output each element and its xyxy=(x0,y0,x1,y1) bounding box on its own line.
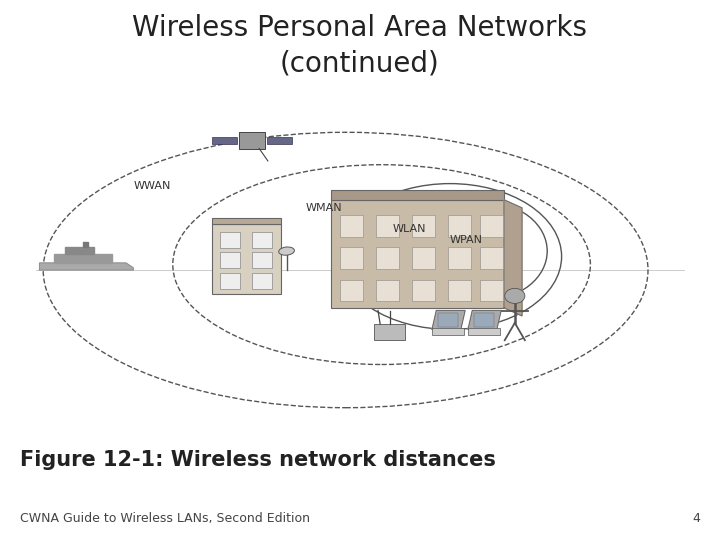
FancyBboxPatch shape xyxy=(252,273,272,289)
Polygon shape xyxy=(83,242,88,247)
FancyBboxPatch shape xyxy=(220,273,240,289)
FancyBboxPatch shape xyxy=(448,215,471,237)
Text: CWNA Guide to Wireless LANs, Second Edition: CWNA Guide to Wireless LANs, Second Edit… xyxy=(20,512,310,525)
FancyBboxPatch shape xyxy=(448,247,471,269)
FancyBboxPatch shape xyxy=(438,313,458,327)
Polygon shape xyxy=(504,200,522,316)
FancyBboxPatch shape xyxy=(412,215,435,237)
Polygon shape xyxy=(468,310,501,329)
FancyBboxPatch shape xyxy=(212,137,237,144)
Text: Figure 12-1: Wireless network distances: Figure 12-1: Wireless network distances xyxy=(20,450,496,470)
Polygon shape xyxy=(54,254,112,263)
FancyBboxPatch shape xyxy=(252,232,272,248)
FancyBboxPatch shape xyxy=(340,247,363,269)
FancyBboxPatch shape xyxy=(376,215,399,237)
Text: WLAN: WLAN xyxy=(392,225,426,234)
FancyBboxPatch shape xyxy=(340,215,363,237)
FancyBboxPatch shape xyxy=(331,200,504,308)
FancyBboxPatch shape xyxy=(220,232,240,248)
Text: WPAN: WPAN xyxy=(450,235,483,245)
FancyBboxPatch shape xyxy=(212,224,281,294)
Text: Wireless Personal Area Networks
(continued): Wireless Personal Area Networks (continu… xyxy=(132,14,588,77)
FancyBboxPatch shape xyxy=(376,247,399,269)
FancyBboxPatch shape xyxy=(220,252,240,268)
FancyBboxPatch shape xyxy=(412,247,435,269)
FancyBboxPatch shape xyxy=(239,132,265,149)
FancyBboxPatch shape xyxy=(374,324,405,340)
Polygon shape xyxy=(40,263,133,270)
Circle shape xyxy=(505,288,525,303)
FancyBboxPatch shape xyxy=(212,218,281,224)
Polygon shape xyxy=(65,247,94,254)
FancyBboxPatch shape xyxy=(331,190,504,200)
Text: 4: 4 xyxy=(692,512,700,525)
FancyBboxPatch shape xyxy=(376,280,399,301)
FancyBboxPatch shape xyxy=(340,280,363,301)
FancyBboxPatch shape xyxy=(412,280,435,301)
Text: WWAN: WWAN xyxy=(133,181,171,191)
FancyBboxPatch shape xyxy=(432,328,464,335)
FancyBboxPatch shape xyxy=(480,280,503,301)
FancyBboxPatch shape xyxy=(480,215,503,237)
FancyBboxPatch shape xyxy=(448,280,471,301)
Polygon shape xyxy=(432,310,465,329)
FancyBboxPatch shape xyxy=(474,313,494,327)
FancyBboxPatch shape xyxy=(252,252,272,268)
FancyBboxPatch shape xyxy=(267,137,292,144)
Text: WMAN: WMAN xyxy=(306,203,343,213)
FancyBboxPatch shape xyxy=(468,328,500,335)
FancyBboxPatch shape xyxy=(480,247,503,269)
Ellipse shape xyxy=(279,247,294,255)
